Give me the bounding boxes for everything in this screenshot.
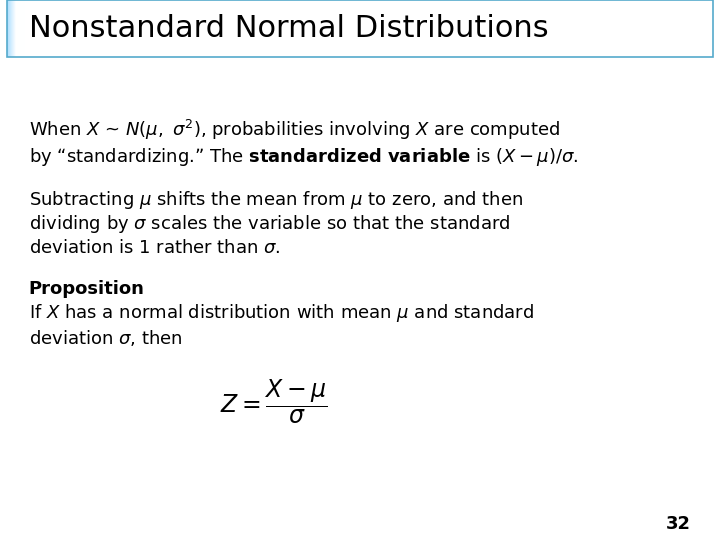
Bar [14,0,24,57]
Bar [15,0,24,57]
Bar [16,0,25,57]
Bar [10,0,19,57]
Bar [14,0,24,57]
Bar [16,0,25,57]
Bar [13,0,23,57]
Text: Nonstandard Normal Distributions: Nonstandard Normal Distributions [29,14,549,43]
Bar [11,0,20,57]
Bar [15,0,25,57]
Text: If $X$ has a normal distribution with mean $\mu$ and standard: If $X$ has a normal distribution with me… [29,302,534,324]
Bar [7,0,17,57]
Text: $Z = \dfrac{X - \mu}{\sigma}$: $Z = \dfrac{X - \mu}{\sigma}$ [220,378,328,427]
Bar [10,0,19,57]
Text: 32: 32 [666,515,691,533]
Bar [8,0,17,57]
Bar [14,0,23,57]
Bar [7,0,17,57]
Bar [15,0,25,57]
Text: When $X$ ~ $N(\mu,\ \sigma^{2})$, probabilities involving $X$ are computed: When $X$ ~ $N(\mu,\ \sigma^{2})$, probab… [29,118,560,141]
Bar [10,0,19,57]
Bar [9,0,18,57]
Bar [9,0,19,57]
Bar [10,0,20,57]
Bar [16,0,25,57]
Bar [12,0,22,57]
Bar [14,0,23,57]
Bar [8,0,18,57]
Bar [15,0,24,57]
Bar [9,0,19,57]
Bar [8,0,17,57]
Bar [13,0,22,57]
Bar [9,0,18,57]
Bar [11,0,20,57]
Bar [12,0,22,57]
Bar [12,0,21,57]
Bar [12,0,21,57]
Bar [11,0,20,57]
Bar [10,0,19,57]
Bar [14,0,24,57]
Bar [8,0,17,57]
Bar [14,0,24,57]
Bar [15,0,24,57]
Bar [12,0,22,57]
Bar [12,0,22,57]
Text: deviation is 1 rather than $\sigma$.: deviation is 1 rather than $\sigma$. [29,239,280,258]
Bar [14,0,24,57]
Bar [13,0,22,57]
Text: Proposition: Proposition [29,280,145,298]
Bar [9,0,19,57]
Bar [14,0,24,57]
Bar [11,0,20,57]
Bar [12,0,22,57]
Bar [9,0,18,57]
Bar [7,0,17,57]
Bar [14,0,23,57]
Text: by “standardizing.” The ​$\bf{standardized\ variable}$ is $(X - \mu)/\sigma$.: by “standardizing.” The ​$\bf{standardiz… [29,146,578,167]
Bar [15,0,24,57]
Bar [12,0,22,57]
Bar [14,0,24,57]
Bar [13,0,22,57]
Bar [8,0,17,57]
Text: Subtracting $\mu$ shifts the mean from $\mu$ to zero, and then: Subtracting $\mu$ shifts the mean from $… [29,189,523,211]
Bar [9,0,19,57]
Bar [9,0,19,57]
Bar [7,0,17,57]
Bar [11,0,20,57]
Bar [8,0,17,57]
Bar [12,0,22,57]
Bar [11,0,21,57]
Bar [12,0,22,57]
Bar [13,0,22,57]
Bar [12,0,21,57]
Bar [12,0,21,57]
Bar [14,0,24,57]
Bar [10,0,19,57]
Bar [14,0,23,57]
Bar [15,0,24,57]
Bar [9,0,19,57]
Text: dividing by $\sigma$ scales the variable so that the standard: dividing by $\sigma$ scales the variable… [29,213,510,235]
Bar [14,0,23,57]
Bar [10,0,20,57]
Text: deviation $\sigma$, then: deviation $\sigma$, then [29,327,182,348]
Bar [13,0,22,57]
Bar [12,0,21,57]
Bar [16,0,25,57]
Bar [9,0,18,57]
Bar [9,0,19,57]
Bar [9,0,18,57]
Bar [9,0,19,57]
Bar [13,0,23,57]
